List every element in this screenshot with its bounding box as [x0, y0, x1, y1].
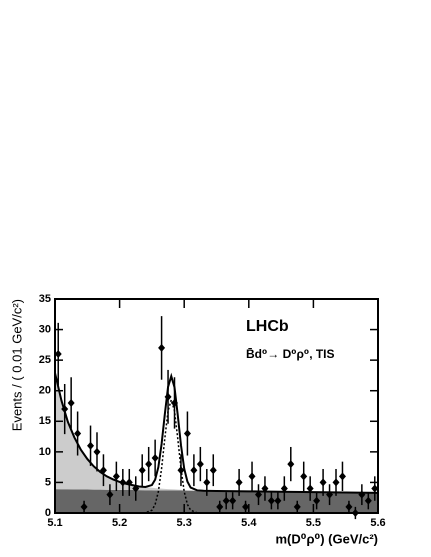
data-point [145, 460, 153, 469]
data-point [254, 490, 262, 499]
data-point [61, 405, 69, 414]
data-point [287, 460, 295, 469]
data-point [280, 484, 288, 493]
signal-curve [55, 397, 378, 514]
data-point [164, 392, 172, 401]
plot-frame [54, 298, 379, 514]
data-point [364, 496, 372, 505]
data-point [351, 509, 359, 517]
data-point [190, 466, 198, 475]
data-point [248, 472, 256, 481]
data-point [119, 478, 127, 487]
data-point [261, 484, 269, 493]
y-axis-label: Events / ( 0.01 GeV/c²) [9, 299, 24, 431]
y-tick-label: 35 [39, 293, 51, 305]
data-point [274, 496, 282, 505]
y-tick-label: 5 [45, 476, 51, 488]
data-point [138, 466, 146, 475]
data-point [371, 484, 379, 493]
data-point [216, 502, 224, 511]
y-tick-label: 20 [39, 385, 51, 397]
data-point [358, 490, 366, 499]
y-tick-label: 15 [39, 415, 51, 427]
x-tick-label: 5.1 [47, 517, 62, 529]
data-point [306, 484, 314, 493]
x-tick-label: 5.2 [112, 517, 127, 529]
data-point [132, 484, 140, 493]
data-point [106, 490, 114, 499]
data-point [229, 496, 237, 505]
data-point [332, 478, 340, 487]
data-point [235, 478, 243, 487]
data-point [151, 453, 159, 462]
data-point [67, 398, 75, 407]
data-point [93, 447, 101, 456]
data-point [171, 398, 179, 407]
data-point [209, 466, 217, 475]
total-fit [54, 372, 379, 494]
data-point [80, 502, 88, 511]
y-tick-label: 30 [39, 323, 51, 335]
data-point [338, 472, 346, 481]
data-point [242, 502, 250, 511]
data-point [158, 343, 166, 352]
data-point [345, 502, 353, 511]
data-point [300, 472, 308, 481]
x-tick-label: 5.6 [370, 517, 385, 529]
x-tick-label: 5.3 [177, 517, 192, 529]
data-point [99, 466, 107, 475]
y-tick-label: 0 [45, 507, 51, 519]
y-tick-label: 25 [39, 354, 51, 366]
data-point [319, 478, 327, 487]
x-tick-label: 5.5 [306, 517, 321, 529]
background-area [55, 372, 378, 493]
data-point [196, 460, 204, 469]
data-point [54, 350, 62, 359]
data-point [203, 478, 211, 487]
data-point [125, 478, 133, 487]
data-point [293, 502, 301, 511]
x-tick-label: 5.4 [241, 517, 257, 529]
data-point [267, 496, 275, 505]
x-axis-label: m(D⁰ρ⁰) (GeV/c²) [276, 531, 379, 546]
data-point [313, 496, 321, 505]
data-point [177, 466, 185, 475]
chart-subtitle: B̄d⁰→ D⁰ρ⁰, TIS [246, 347, 335, 361]
chart-title: LHCb [246, 318, 289, 335]
data-point [222, 496, 230, 505]
data-point [74, 429, 82, 438]
data-point [326, 490, 334, 499]
data-point [87, 441, 95, 450]
y-tick-label: 10 [39, 446, 51, 458]
data-point [112, 472, 120, 481]
data-point [183, 429, 191, 438]
